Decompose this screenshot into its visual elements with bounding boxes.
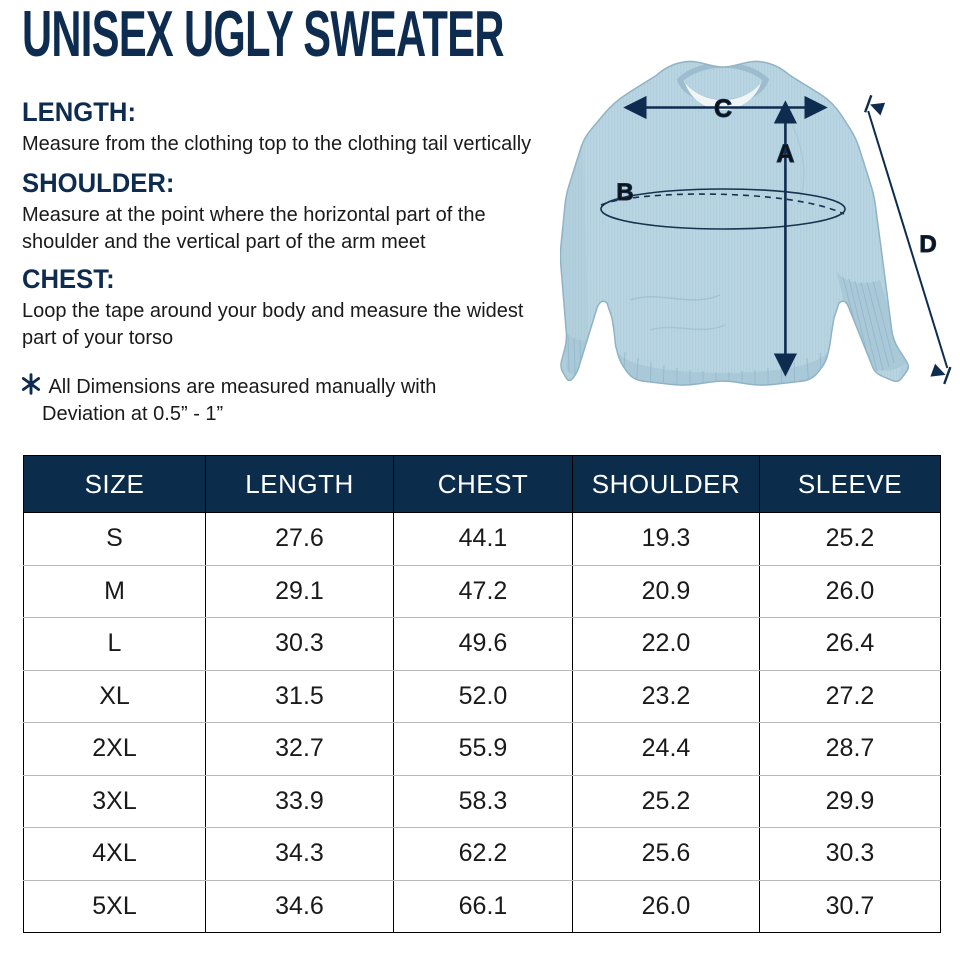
svg-text:A: A xyxy=(776,140,794,168)
svg-text:D: D xyxy=(919,231,936,258)
svg-text:C: C xyxy=(714,95,732,123)
svg-text:B: B xyxy=(616,179,633,206)
